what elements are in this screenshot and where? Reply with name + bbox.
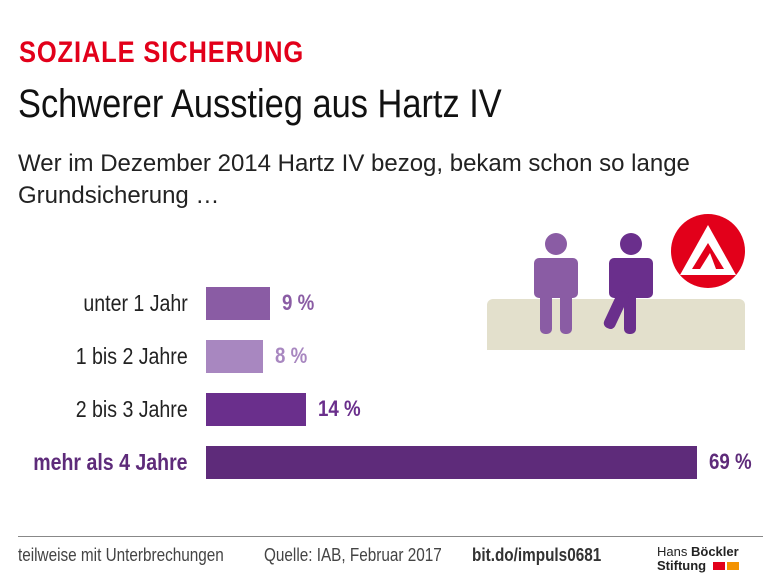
hans-boeckler-logo: Hans Böckler Stiftung <box>657 545 739 573</box>
footer-divider <box>18 536 763 537</box>
category-label: unter 1 Jahr <box>83 290 188 316</box>
kicker: SOZIALE SICHERUNG <box>19 36 305 69</box>
person-standing-icon <box>534 233 578 334</box>
source: Quelle: IAB, Februar 2017 <box>264 545 442 565</box>
source-link[interactable]: bit.do/impuls0681 <box>472 545 602 565</box>
logo-text: Hans <box>657 544 688 559</box>
bar <box>206 446 697 479</box>
data-label: 14 % <box>317 396 361 421</box>
page-title: Schwerer Ausstieg aus Hartz IV <box>18 82 502 126</box>
data-label: 8 % <box>274 343 308 368</box>
person-sitting-icon <box>603 233 653 334</box>
data-label: 9 % <box>282 290 315 315</box>
bar <box>206 393 306 426</box>
subtitle: Wer im Dezember 2014 Hartz IV bezog, bek… <box>18 150 690 209</box>
category-label: 2 bis 3 Jahre <box>76 396 188 422</box>
footnote: teilweise mit Unterbrechungen <box>18 545 224 565</box>
bar <box>206 287 271 320</box>
logo-square-orange <box>726 562 739 570</box>
people-illustration <box>534 233 653 334</box>
arbeitsagentur-logo-icon <box>671 214 745 288</box>
logo-square-red <box>712 562 725 570</box>
logo-text: Böckler <box>690 544 739 559</box>
category-label: mehr als 4 Jahre <box>33 449 188 475</box>
bar <box>206 340 263 373</box>
data-label: 69 % <box>709 449 752 474</box>
logo-text: Stiftung <box>657 558 707 573</box>
category-label: 1 bis 2 Jahre <box>76 343 188 369</box>
